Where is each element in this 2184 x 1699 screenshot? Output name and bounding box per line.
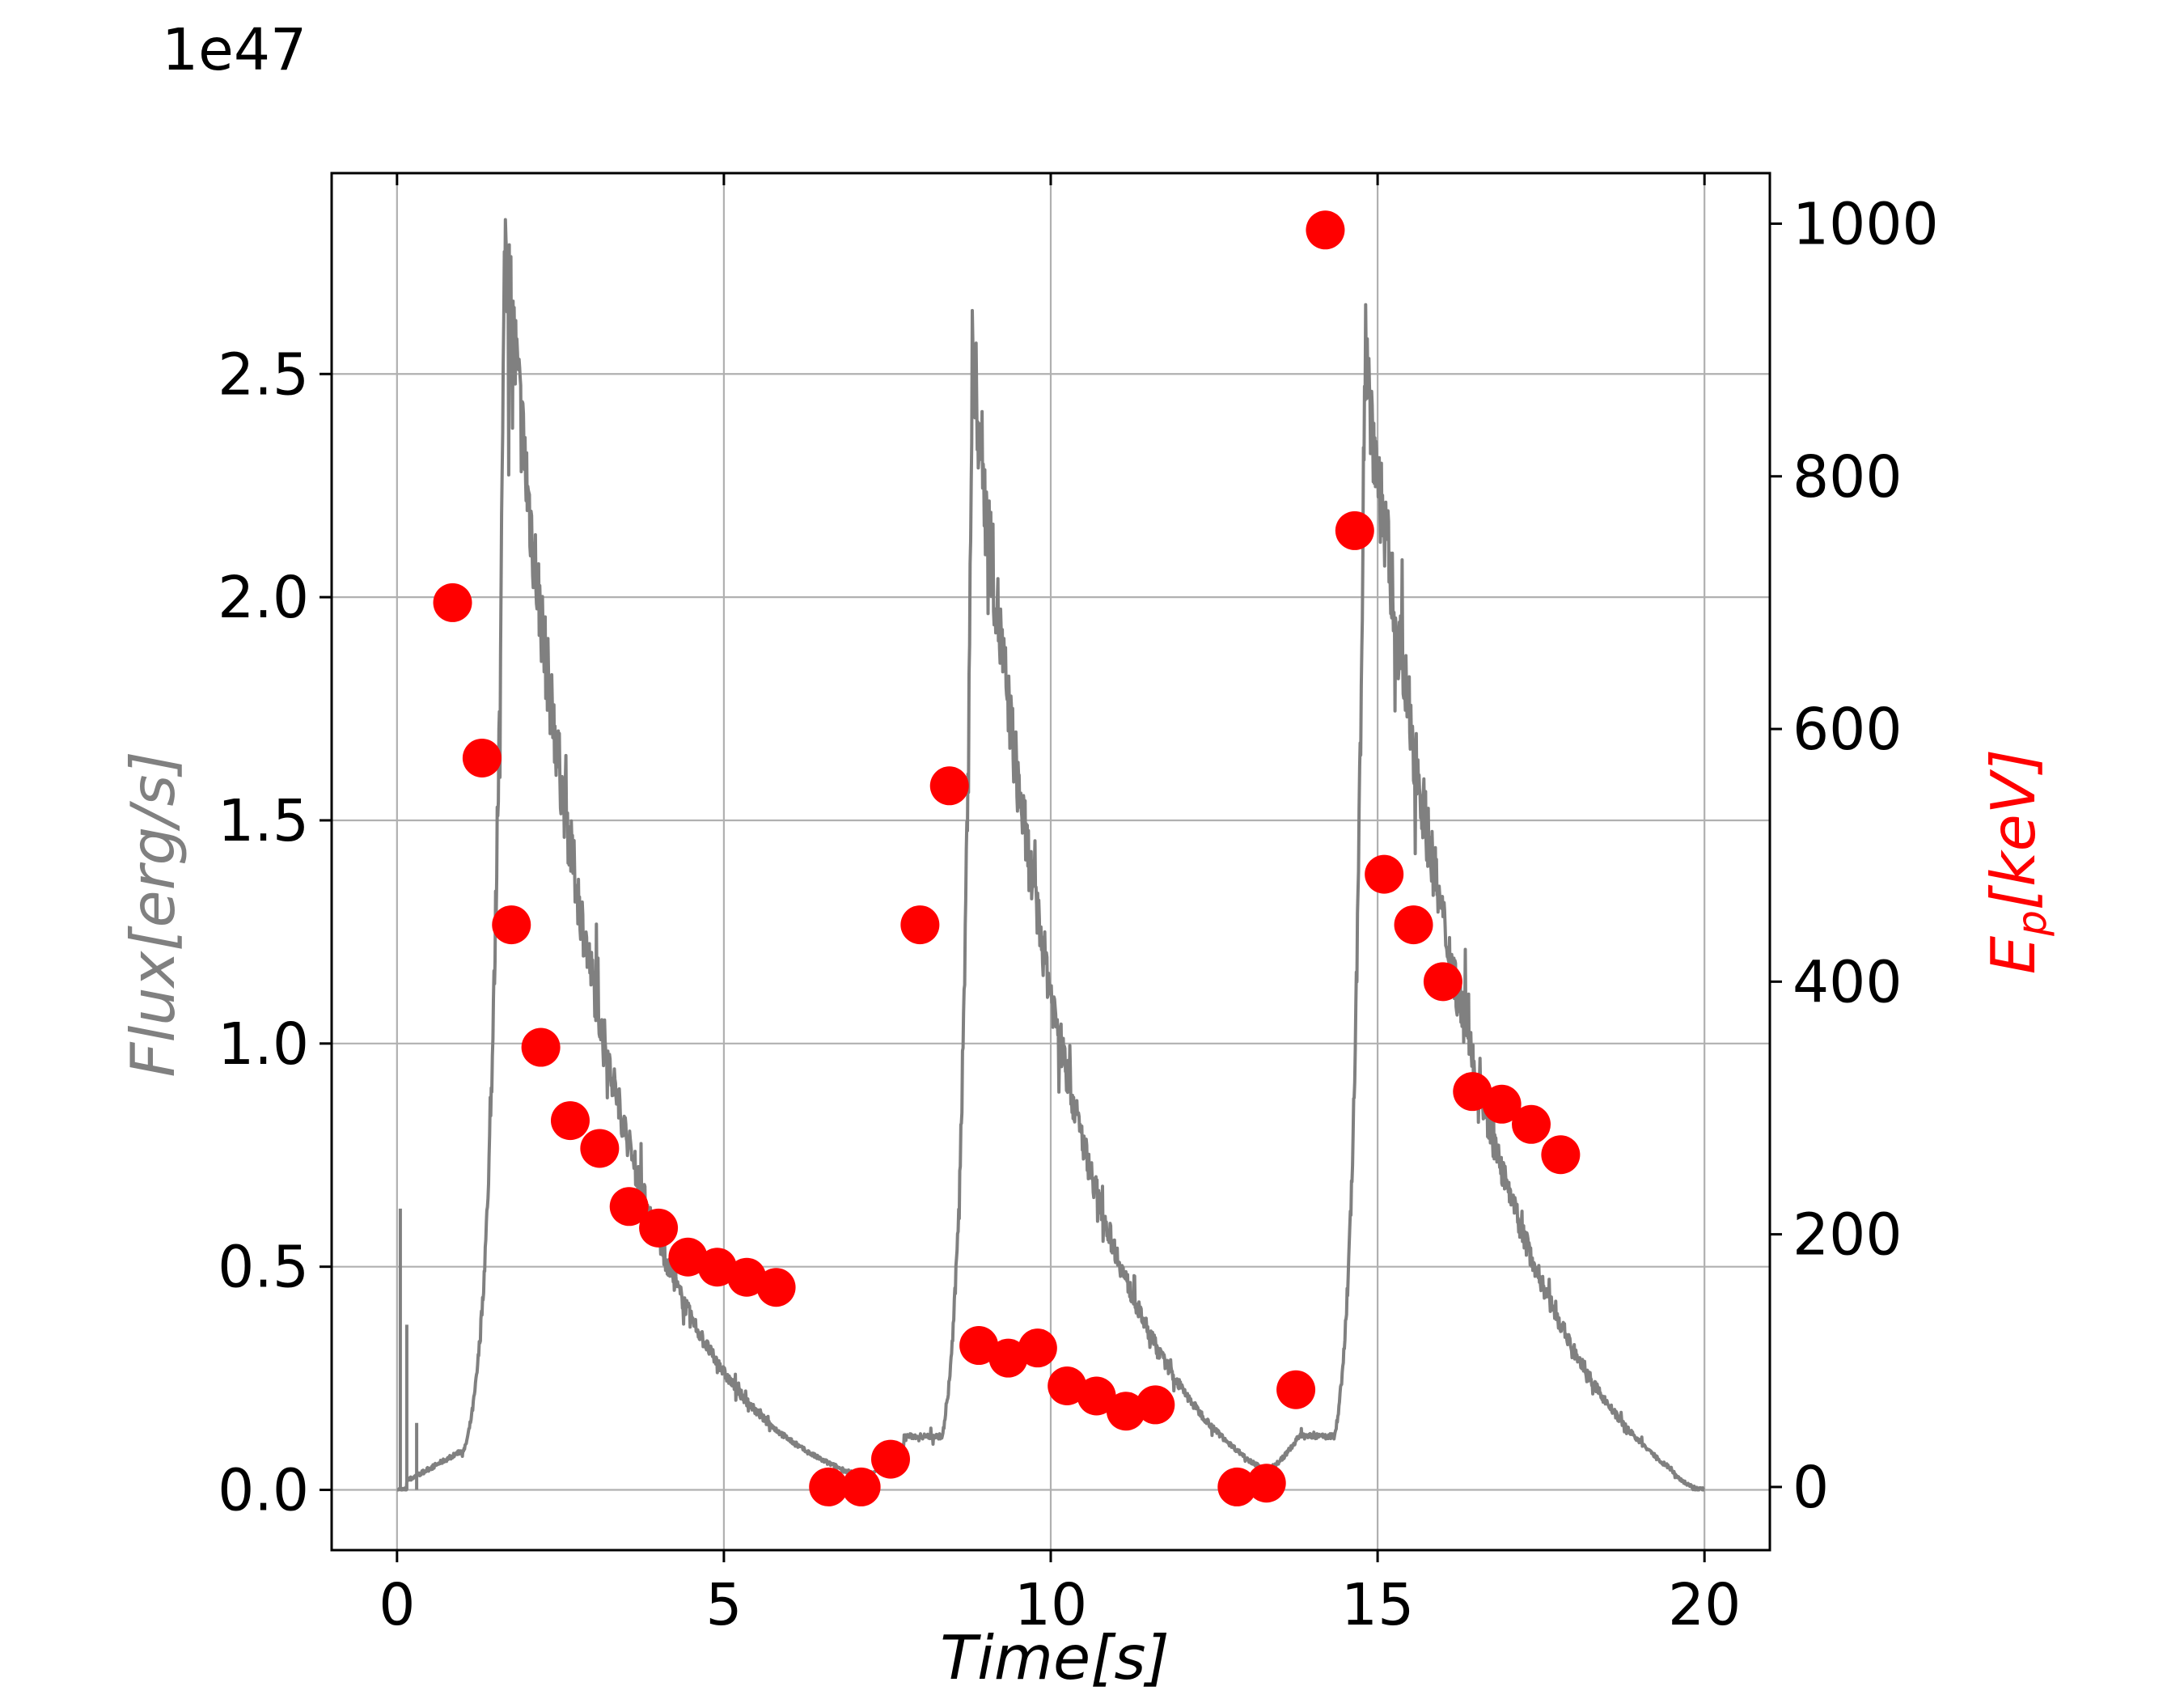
ep-point	[1453, 1072, 1492, 1112]
right-y-axis: 0 200 400 600 800 1000	[1770, 190, 1939, 1521]
right-tick-label: 400	[1792, 948, 1903, 1015]
left-axis-label: Flux[erg/s]	[117, 751, 188, 1077]
ep-point	[433, 583, 472, 622]
ep-point	[580, 1129, 620, 1168]
ep-point	[1018, 1328, 1057, 1368]
ep-point	[1136, 1385, 1175, 1425]
ep-point	[1246, 1464, 1286, 1503]
ep-point	[870, 1439, 910, 1479]
ep-point	[550, 1101, 590, 1141]
left-tick-label: 2.0	[218, 564, 309, 631]
ep-point	[900, 905, 940, 945]
right-tick-label: 800	[1792, 443, 1903, 511]
ep-point	[1541, 1135, 1581, 1175]
ep-point	[959, 1326, 999, 1366]
x-axis-label: Time[s]	[940, 1622, 1169, 1693]
ep-point	[1394, 905, 1433, 945]
ep-point	[1306, 210, 1345, 250]
ep-point	[1423, 962, 1462, 1002]
right-tick-label: 1000	[1792, 190, 1939, 257]
x-tick-label: 0	[379, 1571, 415, 1638]
flux-series	[396, 218, 1706, 1492]
ep-point	[988, 1338, 1028, 1378]
ep-point	[1512, 1104, 1551, 1144]
right-tick-label: 200	[1792, 1201, 1903, 1269]
left-axis-offset-text: 1e47	[162, 16, 307, 83]
ep-point	[1482, 1084, 1522, 1124]
ep-point	[521, 1027, 561, 1067]
ep-point	[1106, 1392, 1145, 1431]
ep-point	[929, 766, 969, 806]
left-tick-label: 0.5	[218, 1234, 309, 1301]
ep-point	[492, 905, 531, 945]
ep-point	[727, 1257, 767, 1297]
x-axis: 0 5 10 15 20	[379, 173, 1741, 1638]
ep-point	[1335, 511, 1374, 550]
right-axis-label: Ep[keV]	[1978, 749, 2055, 975]
x-tick-label: 20	[1668, 1571, 1741, 1638]
right-axis-label-main: E	[1978, 935, 2049, 974]
ep-point	[1365, 854, 1404, 894]
left-tick-label: 0.0	[218, 1457, 309, 1524]
ep-point	[1217, 1467, 1257, 1506]
ep-point	[756, 1268, 796, 1307]
x-tick-label: 5	[705, 1571, 742, 1638]
left-tick-label: 2.5	[218, 341, 309, 408]
right-axis-label-subscript: p	[2008, 910, 2055, 937]
ep-point	[609, 1187, 649, 1227]
right-axis-label-tail: [keV]	[1978, 749, 2049, 910]
ep-point	[1077, 1376, 1116, 1416]
ep-series	[433, 210, 1581, 1506]
left-tick-label: 1.0	[218, 1011, 309, 1078]
ep-point	[668, 1237, 708, 1277]
left-tick-label: 1.5	[218, 787, 309, 854]
ep-point	[639, 1208, 679, 1248]
flux-line	[396, 218, 1706, 1492]
ep-point	[1048, 1366, 1087, 1406]
ep-point	[1276, 1370, 1316, 1409]
right-tick-label: 600	[1792, 696, 1903, 763]
ep-point	[462, 738, 502, 777]
ep-point	[841, 1467, 881, 1506]
left-y-axis: 0.0 0.5 1.0 1.5 2.0 2.5	[218, 341, 332, 1524]
x-tick-label: 10	[1014, 1571, 1087, 1638]
x-tick-label: 15	[1341, 1571, 1414, 1638]
ep-point	[697, 1248, 737, 1287]
ep-point	[809, 1467, 849, 1506]
right-tick-label: 0	[1792, 1454, 1829, 1521]
